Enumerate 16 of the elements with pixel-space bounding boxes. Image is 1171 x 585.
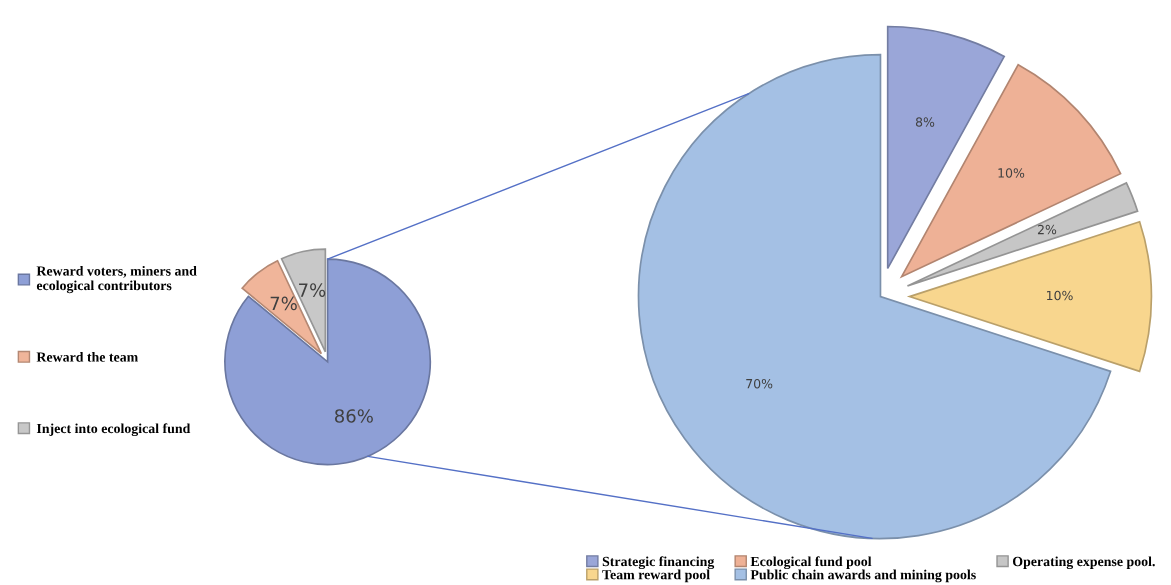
legend-label: Ecological fund pool (750, 556, 872, 570)
legend-label: Operating expense pool. (1012, 556, 1155, 570)
data-label: 2% (1037, 224, 1057, 235)
legend-label: Inject into ecological fund (36, 423, 191, 437)
data-label: 10% (998, 168, 1025, 178)
legend-label: Reward the team (36, 351, 138, 362)
data-label: 70% (746, 378, 773, 389)
data-label: 8% (915, 117, 935, 127)
data-label: 86% (334, 409, 373, 423)
data-label: 7% (270, 296, 297, 311)
data-label: 7% (299, 283, 326, 297)
legend-label: Public chain awards and mining pools (750, 569, 976, 583)
data-label: 10% (1047, 290, 1073, 301)
legend-label: Strategic financing (602, 556, 715, 570)
legend-label: Team reward pool (602, 569, 710, 583)
legend-label: Reward voters, miners and ecological contributors (36, 265, 197, 294)
